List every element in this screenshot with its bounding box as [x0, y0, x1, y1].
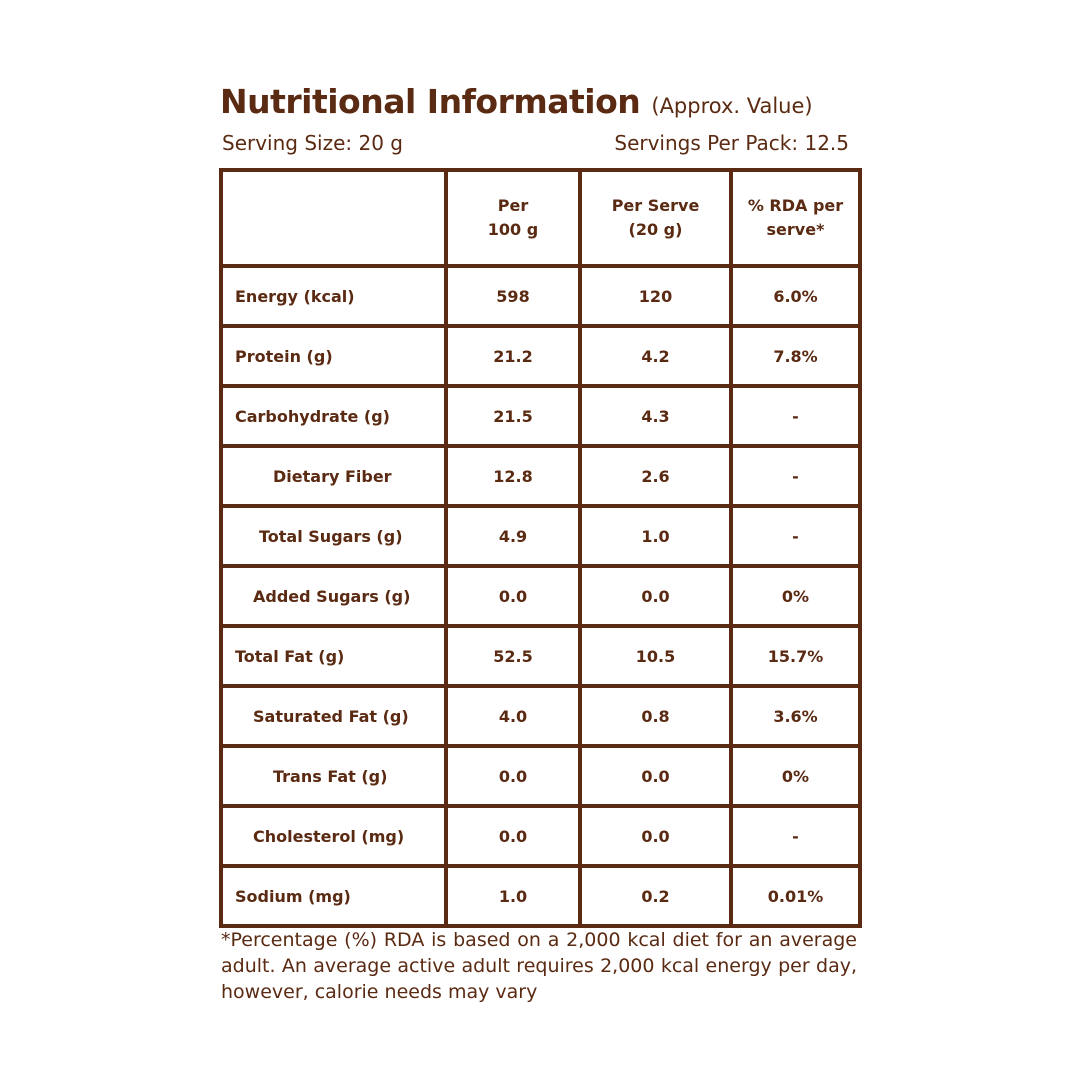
title-main: Nutritional Information [220, 82, 641, 121]
table-header-row: Per 100 g Per Serve (20 g) % RDA per ser… [219, 168, 862, 268]
value-per-100g: 21.2 [444, 324, 582, 388]
table-row: Saturated Fat (g) 4.0 0.8 3.6% [219, 684, 862, 748]
serving-size: Serving Size: 20 g [222, 131, 403, 155]
value-rda: - [729, 384, 862, 448]
value-per-serve: 2.6 [578, 444, 733, 508]
value-per-100g: 1.0 [444, 864, 582, 928]
value-per-serve: 0.0 [578, 804, 733, 868]
value-rda: 7.8% [729, 324, 862, 388]
value-per-100g: 598 [444, 264, 582, 328]
header-rda: % RDA per serve* [729, 168, 862, 268]
value-per-100g: 4.9 [444, 504, 582, 568]
nutrient-name: Carbohydrate (g) [219, 384, 448, 448]
title-subtitle: (Approx. Value) [651, 94, 813, 118]
nutrition-table: Per 100 g Per Serve (20 g) % RDA per ser… [219, 168, 862, 928]
value-per-100g: 21.5 [444, 384, 582, 448]
value-rda: - [729, 504, 862, 568]
value-per-serve: 120 [578, 264, 733, 328]
table-row: Sodium (mg) 1.0 0.2 0.01% [219, 864, 862, 928]
table-row: Energy (kcal) 598 120 6.0% [219, 264, 862, 328]
value-rda: 0.01% [729, 864, 862, 928]
table-row: Total Fat (g) 52.5 10.5 15.7% [219, 624, 862, 688]
value-per-100g: 4.0 [444, 684, 582, 748]
header-nutrient [219, 168, 448, 268]
value-rda: 0% [729, 744, 862, 808]
nutrient-name: Dietary Fiber [219, 444, 448, 508]
nutrient-name: Saturated Fat (g) [219, 684, 448, 748]
nutrient-name: Protein (g) [219, 324, 448, 388]
nutrient-name: Energy (kcal) [219, 264, 448, 328]
nutrient-name: Added Sugars (g) [219, 564, 448, 628]
table-row: Protein (g) 21.2 4.2 7.8% [219, 324, 862, 388]
table-row: Trans Fat (g) 0.0 0.0 0% [219, 744, 862, 808]
table-row: Total Sugars (g) 4.9 1.0 - [219, 504, 862, 568]
value-rda: 15.7% [729, 624, 862, 688]
value-per-serve: 1.0 [578, 504, 733, 568]
value-per-serve: 0.0 [578, 744, 733, 808]
header-per-serve: Per Serve (20 g) [578, 168, 733, 268]
value-rda: - [729, 804, 862, 868]
nutrient-name: Total Fat (g) [219, 624, 448, 688]
rda-footnote: *Percentage (%) RDA is based on a 2,000 … [221, 929, 857, 1003]
value-per-100g: 52.5 [444, 624, 582, 688]
value-per-100g: 12.8 [444, 444, 582, 508]
table-row: Dietary Fiber 12.8 2.6 - [219, 444, 862, 508]
table-row: Carbohydrate (g) 21.5 4.3 - [219, 384, 862, 448]
value-per-serve: 0.0 [578, 564, 733, 628]
value-rda: 0% [729, 564, 862, 628]
nutrient-name: Sodium (mg) [219, 864, 448, 928]
value-per-serve: 4.2 [578, 324, 733, 388]
value-per-serve: 10.5 [578, 624, 733, 688]
value-per-serve: 4.3 [578, 384, 733, 448]
nutrient-name: Total Sugars (g) [219, 504, 448, 568]
value-per-serve: 0.8 [578, 684, 733, 748]
nutrient-name: Cholesterol (mg) [219, 804, 448, 868]
value-per-100g: 0.0 [444, 804, 582, 868]
value-per-serve: 0.2 [578, 864, 733, 928]
page-title: Nutritional Information (Approx. Value) [220, 82, 860, 126]
table-row: Added Sugars (g) 0.0 0.0 0% [219, 564, 862, 628]
value-per-100g: 0.0 [444, 744, 582, 808]
table-row: Cholesterol (mg) 0.0 0.0 - [219, 804, 862, 868]
servings-per-pack: Servings Per Pack: 12.5 [614, 131, 849, 155]
nutrient-name: Trans Fat (g) [219, 744, 448, 808]
value-rda: 3.6% [729, 684, 862, 748]
value-rda: 6.0% [729, 264, 862, 328]
value-rda: - [729, 444, 862, 508]
header-per-100g: Per 100 g [444, 168, 582, 268]
value-per-100g: 0.0 [444, 564, 582, 628]
